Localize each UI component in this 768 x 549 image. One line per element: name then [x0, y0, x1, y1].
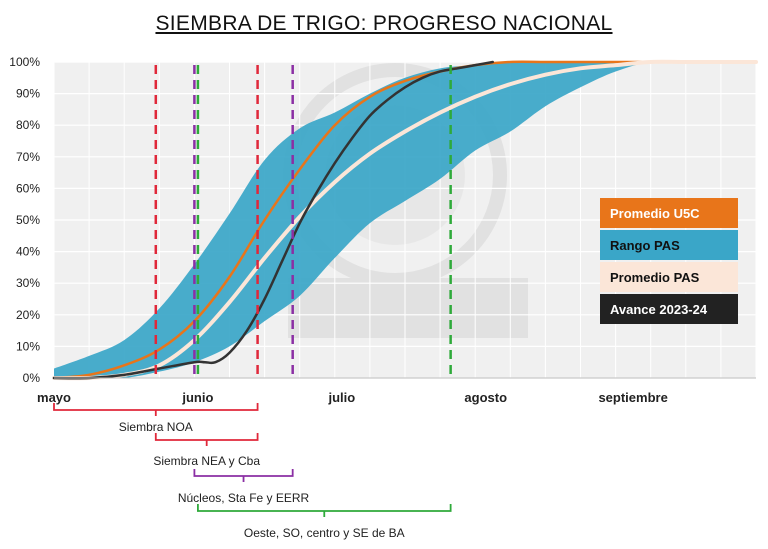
- stage-bracket: [154, 433, 259, 446]
- y-tick-label: 0%: [23, 371, 41, 385]
- stages-layer: Siembra NOA Siembra NEA y Cba Núcleos, Sta…: [53, 403, 452, 540]
- legend-label: Rango PAS: [610, 238, 680, 253]
- legend-label: Avance 2023-24: [610, 302, 708, 317]
- x-tick-label: septiembre: [598, 390, 667, 405]
- y-tick-label: 50%: [16, 213, 40, 227]
- stage-label: Núcleos, Sta Fe y EERR: [178, 491, 310, 505]
- chart-title: SIEMBRA DE TRIGO: PROGRESO NACIONAL: [155, 12, 613, 35]
- x-tick-label: junio: [181, 390, 213, 405]
- y-tick-label: 80%: [16, 118, 40, 132]
- stage-bracket: [193, 469, 294, 482]
- y-tick-label: 40%: [16, 245, 40, 259]
- stage-label: Siembra NEA y Cba: [153, 454, 260, 468]
- line-avance-2023-24: [52, 60, 494, 380]
- legend-swatch: [600, 230, 738, 260]
- x-tick-label: agosto: [464, 390, 507, 405]
- legend-swatch: [600, 262, 738, 292]
- line-promedio-pas: [52, 59, 758, 381]
- stage-bracket: [197, 504, 452, 517]
- legend-label: Promedio PAS: [610, 270, 700, 285]
- y-tick-label: 30%: [16, 276, 40, 290]
- series-layer: [52, 59, 758, 381]
- x-tick-label: mayo: [37, 390, 71, 405]
- y-tick-label: 70%: [16, 150, 40, 164]
- legend-swatch: [600, 198, 738, 228]
- y-tick-label: 90%: [16, 87, 40, 101]
- legend: Promedio U5C Rango PAS Promedio PAS Avance …: [600, 198, 738, 324]
- x-tick-label: julio: [327, 390, 355, 405]
- legend-swatch: [600, 294, 738, 324]
- y-tick-label: 60%: [16, 181, 40, 195]
- stage-label: Oeste, SO, centro y SE de BA: [244, 526, 405, 540]
- vline-layer: [154, 65, 452, 378]
- axis-layer: 0% 10% 20% 30% 40% 50% 60% 70% 80% 90% 100% mayo jun…: [9, 55, 756, 405]
- stage-bracket: [53, 403, 259, 416]
- legend-label: Promedio U5C: [610, 206, 700, 221]
- y-tick-label: 20%: [16, 308, 40, 322]
- y-tick-label: 100%: [9, 55, 40, 69]
- y-tick-label: 10%: [16, 339, 40, 353]
- stage-label: Siembra NOA: [119, 420, 193, 434]
